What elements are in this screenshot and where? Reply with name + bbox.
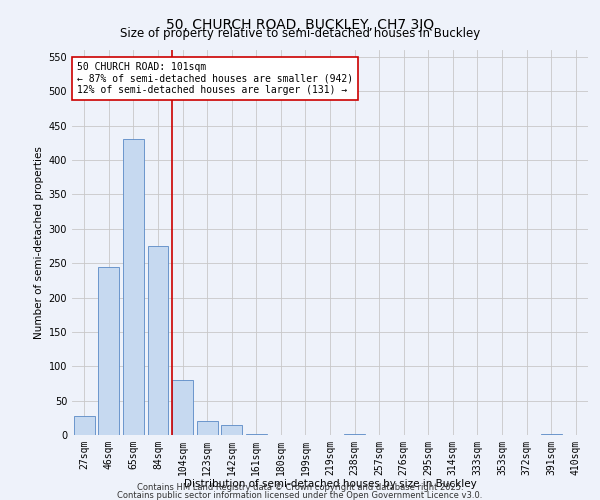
Bar — [221, 426, 242, 435]
Bar — [197, 421, 218, 435]
X-axis label: Distribution of semi-detached houses by size in Buckley: Distribution of semi-detached houses by … — [184, 480, 476, 490]
Text: Size of property relative to semi-detached houses in Buckley: Size of property relative to semi-detach… — [120, 28, 480, 40]
Bar — [541, 434, 562, 435]
Text: 50, CHURCH ROAD, BUCKLEY, CH7 3JQ: 50, CHURCH ROAD, BUCKLEY, CH7 3JQ — [166, 18, 434, 32]
Text: Contains public sector information licensed under the Open Government Licence v3: Contains public sector information licen… — [118, 490, 482, 500]
Bar — [172, 380, 193, 435]
Text: 50 CHURCH ROAD: 101sqm
← 87% of semi-detached houses are smaller (942)
12% of se: 50 CHURCH ROAD: 101sqm ← 87% of semi-det… — [77, 62, 353, 95]
Bar — [246, 434, 267, 435]
Bar — [74, 416, 95, 435]
Bar — [148, 246, 169, 435]
Y-axis label: Number of semi-detached properties: Number of semi-detached properties — [34, 146, 44, 339]
Bar — [123, 140, 144, 435]
Bar — [98, 266, 119, 435]
Text: Contains HM Land Registry data © Crown copyright and database right 2025.: Contains HM Land Registry data © Crown c… — [137, 483, 463, 492]
Bar — [344, 434, 365, 435]
